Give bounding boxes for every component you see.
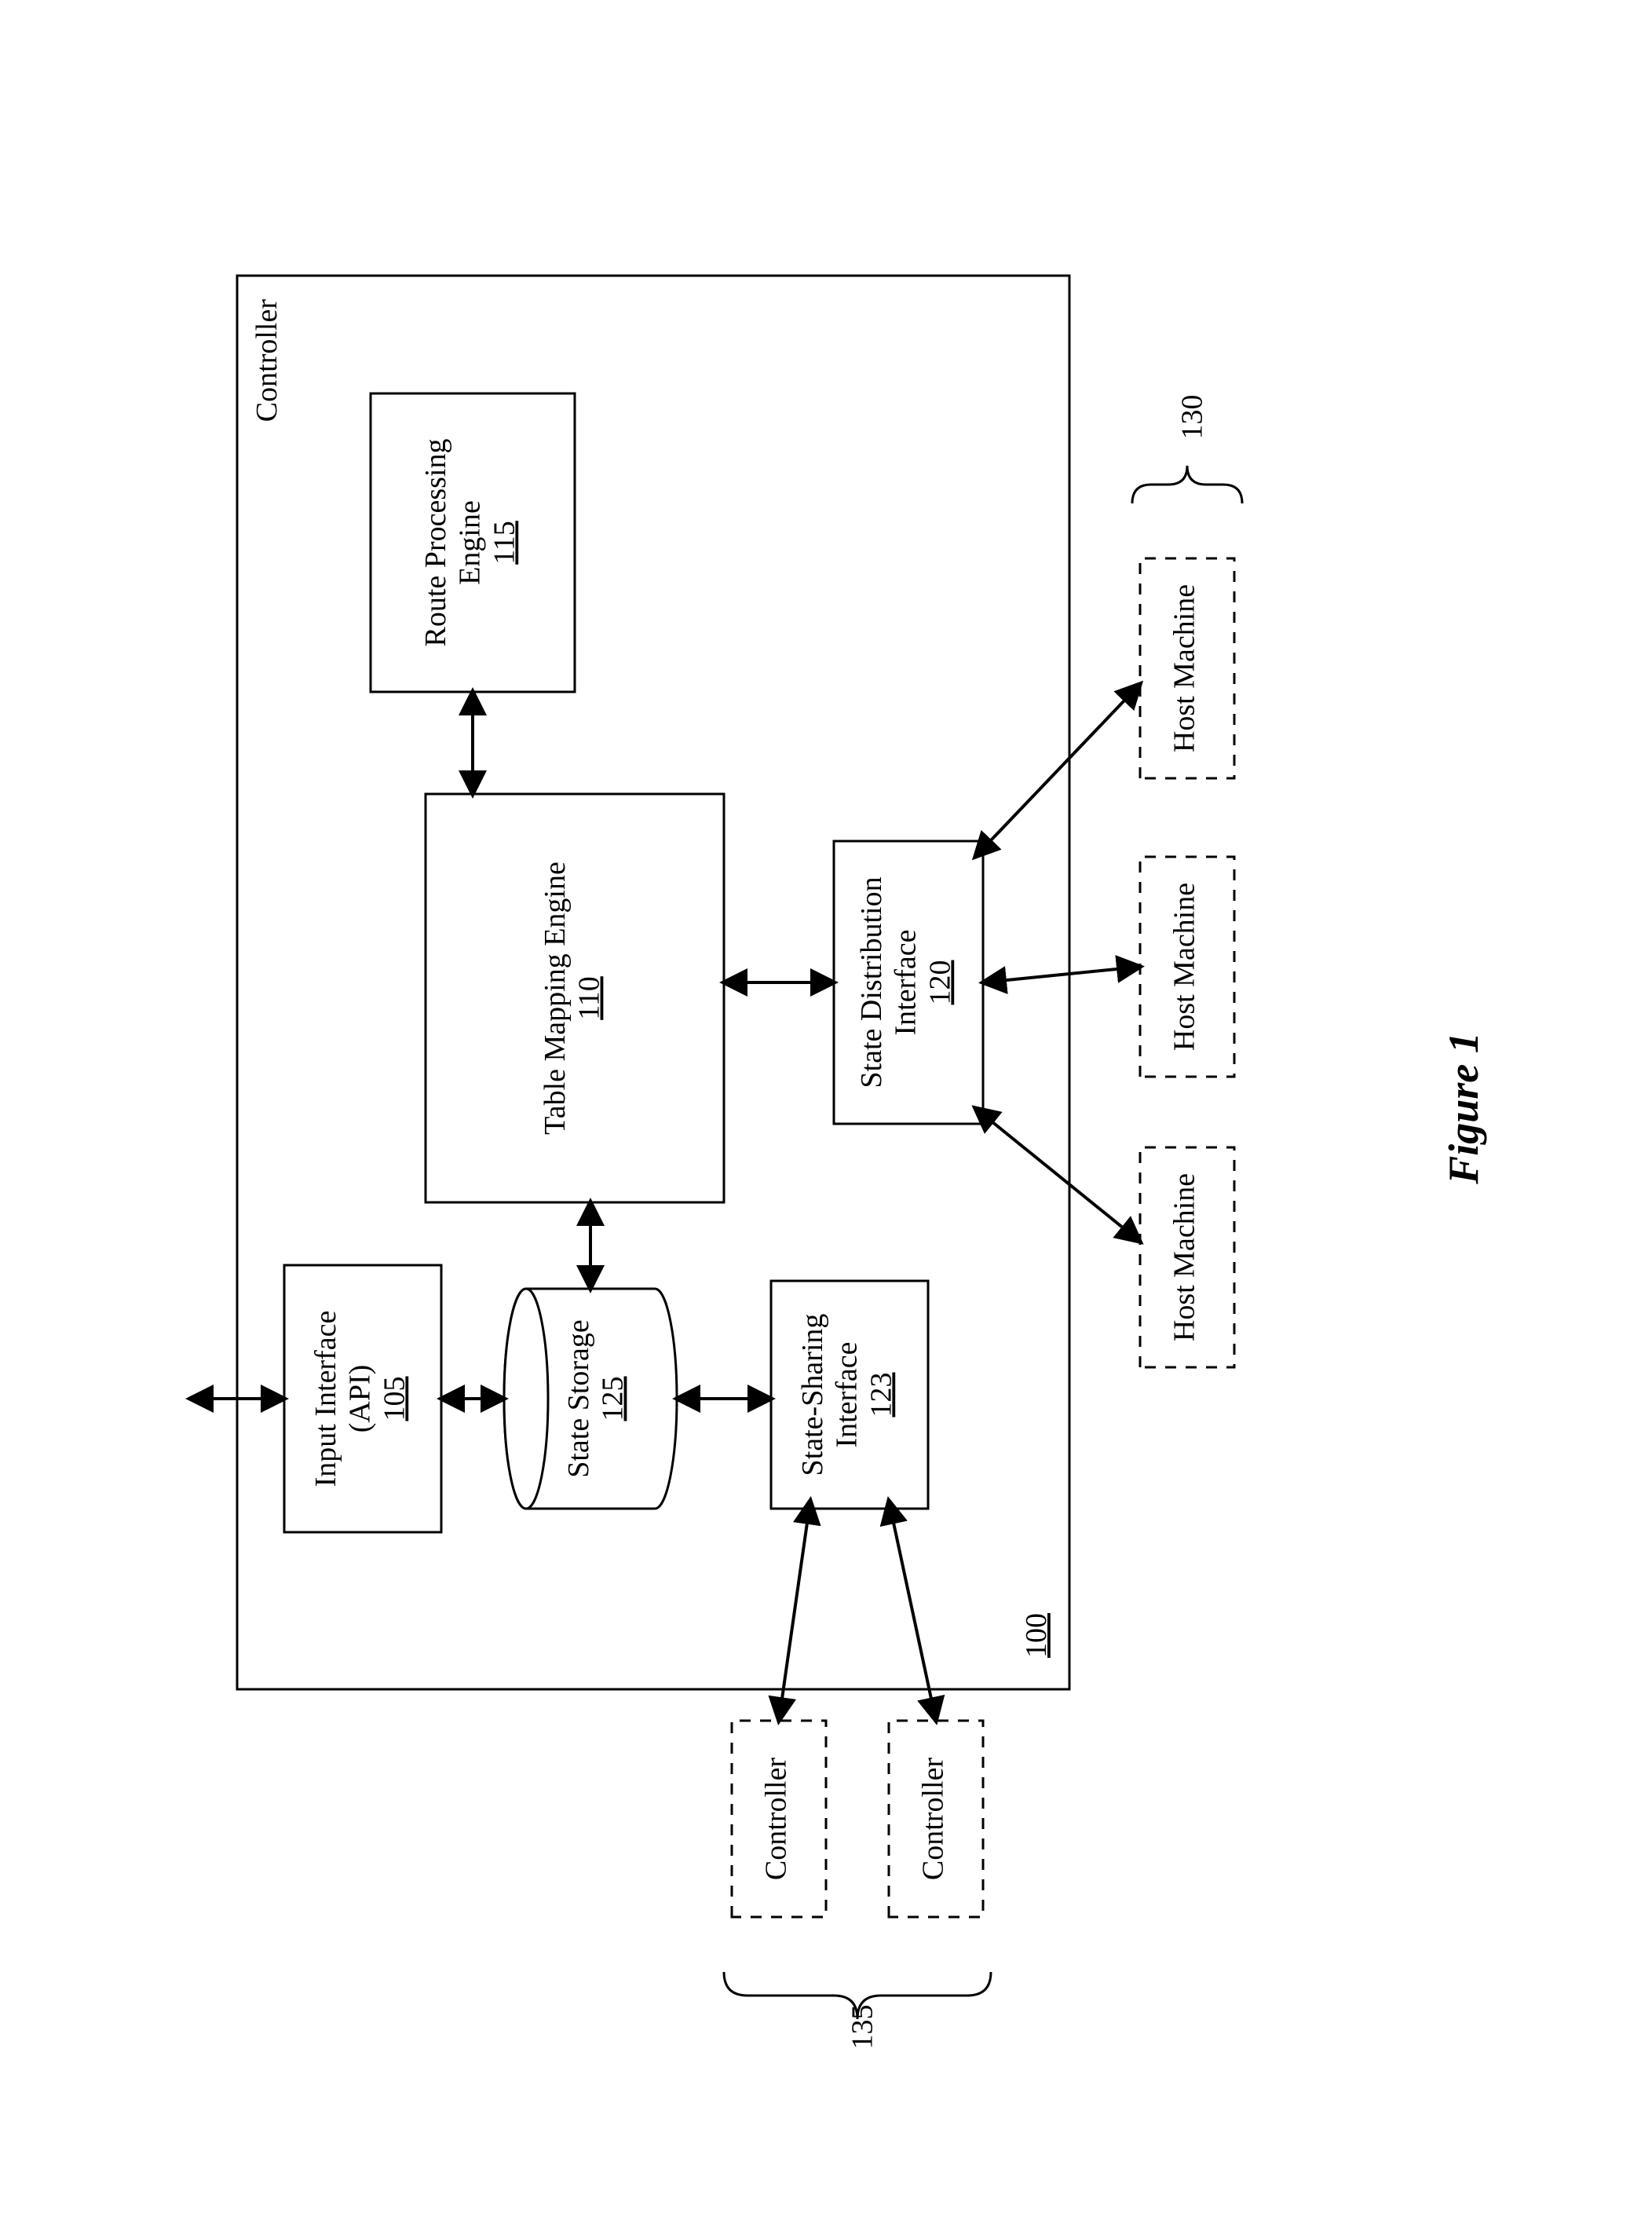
- diagram-stage: Controller 100 Input Interface(API)105 Stat…: [80, 87, 1572, 2129]
- hosts-group-ref: 130: [1176, 395, 1209, 440]
- node-ctrl_b: Controller: [889, 1721, 983, 1917]
- connector-arrow: [975, 1108, 1140, 1242]
- figure-caption: Figure 1: [1440, 1032, 1487, 1185]
- controller-title: Controller: [250, 299, 283, 423]
- svg-text:Controller: Controller: [917, 1758, 950, 1881]
- node-route_eng: Route ProcessingEngine115: [371, 393, 575, 692]
- brace-hosts: [1132, 466, 1242, 503]
- svg-text:State-Sharing: State-Sharing: [796, 1314, 829, 1476]
- svg-text:State Storage: State Storage: [562, 1319, 595, 1478]
- svg-text:Engine: Engine: [454, 500, 487, 585]
- connector-arrow: [779, 1501, 810, 1721]
- controller-ref: 100: [1020, 1613, 1053, 1658]
- svg-text:115: 115: [488, 521, 521, 565]
- node-host_2: Host Machine: [1140, 857, 1234, 1077]
- node-ctrl_a: Controller: [732, 1721, 826, 1917]
- node-host_1: Host Machine: [1140, 1147, 1234, 1367]
- diagram-layer: Controller 100 Input Interface(API)105 Stat…: [190, 276, 1242, 2050]
- node-host_3: Host Machine: [1140, 558, 1234, 778]
- svg-text:Host Machine: Host Machine: [1168, 584, 1201, 752]
- svg-text:110: 110: [573, 976, 606, 1020]
- node-input_if: Input Interface(API)105: [284, 1265, 441, 1532]
- svg-text:Host Machine: Host Machine: [1168, 883, 1201, 1051]
- svg-text:105: 105: [378, 1377, 411, 1421]
- node-table_map: Table Mapping Engine110: [426, 794, 724, 1202]
- diagram-svg: Controller 100 Input Interface(API)105 Stat…: [80, 87, 1572, 2129]
- connector-arrow: [975, 684, 1140, 857]
- svg-text:Interface: Interface: [831, 1342, 864, 1448]
- node-storage: State Storage125: [504, 1289, 677, 1509]
- svg-text:Table Mapping Engine: Table Mapping Engine: [539, 862, 572, 1135]
- svg-text:123: 123: [864, 1373, 897, 1418]
- svg-text:Host Machine: Host Machine: [1168, 1173, 1201, 1341]
- connector-arrow: [983, 967, 1140, 982]
- svg-text:Interface: Interface: [890, 930, 923, 1036]
- node-state_dist: State DistributionInterface120: [834, 841, 983, 1124]
- svg-text:Input Interface: Input Interface: [309, 1311, 342, 1487]
- svg-text:Controller: Controller: [760, 1758, 793, 1881]
- svg-text:125: 125: [597, 1377, 630, 1421]
- svg-text:State Distribution: State Distribution: [855, 876, 888, 1088]
- node-state_share: State-SharingInterface123: [771, 1281, 928, 1509]
- svg-text:Route Processing: Route Processing: [419, 439, 452, 647]
- controllers-group-ref: 135: [846, 2005, 879, 2050]
- connector-arrow: [889, 1501, 936, 1721]
- svg-text:120: 120: [923, 960, 956, 1005]
- svg-text:(API): (API): [344, 1365, 377, 1433]
